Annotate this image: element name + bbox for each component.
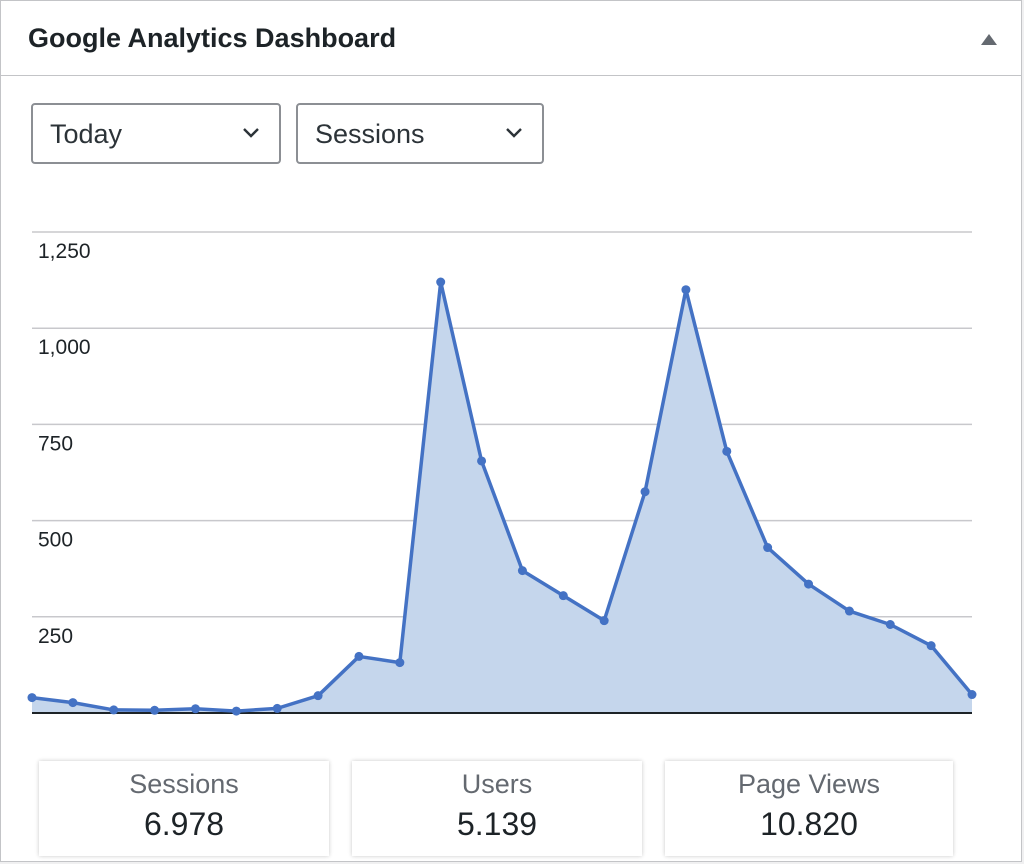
sessions-line	[31, 280, 974, 713]
data-point	[477, 456, 487, 466]
data-point	[844, 606, 854, 616]
date-range-value: Today	[50, 119, 123, 149]
y-tick-label: 250	[38, 625, 73, 648]
data-point	[763, 543, 773, 553]
data-point	[926, 641, 936, 651]
stat-label: Sessions	[129, 769, 239, 799]
collapse-toggle-button[interactable]	[979, 31, 999, 49]
chevron-down-icon	[243, 128, 259, 138]
metric-select[interactable]: Sessions	[296, 103, 544, 164]
stat-label: Users	[461, 769, 533, 799]
data-point	[885, 619, 895, 629]
stat-label: Page Views	[737, 769, 881, 799]
stat-users: Users 5.139	[352, 761, 642, 856]
data-point	[436, 277, 446, 287]
stat-value: 6.978	[143, 806, 225, 842]
stat-value: 5.139	[456, 806, 538, 842]
stat-page-views: Page Views 10.820	[665, 761, 953, 856]
data-point	[395, 658, 405, 668]
y-tick-label: 1,000	[38, 336, 91, 359]
data-point	[313, 691, 323, 701]
stat-value: 10.820	[760, 806, 858, 842]
y-tick-label: 750	[38, 432, 73, 455]
data-point	[27, 693, 37, 703]
widget-header: Google Analytics Dashboard	[1, 1, 1021, 76]
data-point	[599, 616, 609, 626]
y-tick-label: 500	[38, 529, 73, 552]
data-point	[109, 705, 119, 715]
triangle-up-icon	[981, 34, 997, 45]
sessions-area	[32, 282, 972, 713]
data-point	[517, 566, 527, 576]
stat-sessions: Sessions 6.978	[39, 761, 329, 856]
data-point	[681, 285, 691, 295]
y-tick-label: 1,250	[38, 240, 91, 263]
sessions-chart: 250 500 750 1,000 1,250	[27, 231, 977, 716]
data-point	[272, 703, 282, 713]
data-point	[722, 446, 732, 456]
data-point	[231, 706, 241, 716]
widget-title: Google Analytics Dashboard	[28, 23, 397, 53]
chevron-down-icon	[506, 128, 522, 138]
data-point	[640, 487, 650, 497]
metric-value: Sessions	[315, 119, 425, 149]
data-point	[150, 705, 160, 715]
data-point	[558, 591, 568, 601]
date-range-select[interactable]: Today	[31, 103, 281, 164]
data-point	[354, 651, 364, 661]
data-point	[804, 579, 814, 589]
data-point	[190, 704, 200, 714]
data-point	[68, 698, 78, 708]
data-point	[967, 690, 977, 700]
